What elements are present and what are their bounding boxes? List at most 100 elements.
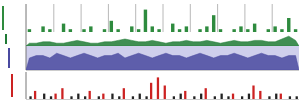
bar: [232, 29, 235, 32]
bar: [192, 32, 195, 33]
bar: [248, 94, 250, 99]
bar: [296, 96, 298, 99]
bar: [193, 96, 195, 99]
bar: [287, 18, 290, 32]
bar: [84, 96, 86, 99]
bar: [273, 26, 276, 32]
bar: [185, 26, 188, 32]
bar: [41, 26, 44, 32]
track-bg: [26, 46, 299, 70]
bar: [82, 99, 84, 100]
bar: [70, 96, 72, 99]
bar: [198, 29, 201, 32]
bar: [219, 29, 222, 32]
bar: [41, 99, 43, 100]
bar: [130, 99, 132, 100]
bar: [75, 99, 77, 100]
bar: [61, 88, 63, 99]
bar: [218, 99, 220, 100]
bar: [139, 94, 141, 99]
bar: [57, 99, 59, 100]
bar: [137, 29, 140, 32]
track-label-stub: [5, 34, 7, 44]
bar: [280, 29, 283, 32]
bar: [111, 94, 113, 99]
bar: [253, 24, 256, 32]
bar: [294, 29, 297, 32]
bar: [116, 99, 118, 100]
bar: [91, 99, 93, 100]
bar: [200, 94, 202, 99]
bar: [186, 99, 188, 100]
grid-line: [244, 4, 245, 32]
area: [26, 53, 299, 70]
track-axis: [26, 32, 27, 46]
bar: [234, 99, 236, 100]
bar: [261, 99, 263, 100]
bar: [95, 99, 97, 100]
bar: [43, 94, 45, 99]
bar: [132, 96, 134, 99]
bar: [28, 29, 31, 32]
grid-line: [26, 4, 27, 32]
bar: [164, 86, 166, 100]
bar: [282, 99, 284, 100]
grid-line: [53, 4, 54, 32]
bar: [252, 86, 254, 100]
grid-line: [190, 4, 191, 32]
bar: [89, 91, 91, 99]
bar: [157, 77, 159, 99]
bar: [144, 10, 147, 32]
bar: [266, 99, 268, 100]
bar: [157, 29, 160, 32]
bar: [260, 32, 263, 33]
bar: [136, 99, 138, 100]
bar: [289, 96, 291, 99]
bar: [110, 21, 113, 32]
track-marks: [26, 53, 299, 70]
bar: [27, 99, 29, 100]
bar: [214, 96, 216, 99]
bar: [173, 96, 175, 99]
bar: [159, 99, 161, 100]
bar: [55, 32, 58, 33]
grid-line: [163, 4, 164, 32]
track-marks: [29, 77, 297, 99]
bar: [68, 99, 70, 100]
bar: [82, 29, 85, 32]
track-axis: [26, 46, 27, 70]
grid-line: [272, 4, 273, 32]
bar: [221, 94, 223, 99]
bar: [102, 94, 104, 99]
bar: [35, 32, 38, 33]
bar: [164, 32, 167, 33]
bar: [143, 99, 145, 100]
bar: [171, 24, 174, 32]
bar: [98, 96, 100, 99]
bar: [211, 99, 213, 100]
bar: [123, 88, 125, 99]
bar: [241, 96, 243, 99]
bar: [150, 83, 152, 99]
bar: [268, 96, 270, 99]
bar: [34, 91, 36, 99]
bar: [109, 99, 111, 100]
bar: [118, 96, 120, 99]
track-axis: [26, 4, 27, 32]
bar: [177, 99, 179, 100]
track-axis: [26, 72, 27, 99]
bar: [62, 24, 65, 32]
bar: [180, 94, 182, 99]
bar: [198, 99, 200, 100]
bar: [205, 88, 207, 99]
bar: [239, 26, 242, 32]
grid-line: [217, 4, 218, 32]
browser: [0, 0, 300, 100]
bar: [226, 32, 229, 33]
grid-line: [135, 4, 136, 32]
bar: [212, 15, 215, 32]
bar: [123, 32, 126, 33]
bar: [54, 94, 56, 99]
track-bg: [26, 4, 299, 32]
bar: [267, 29, 270, 32]
